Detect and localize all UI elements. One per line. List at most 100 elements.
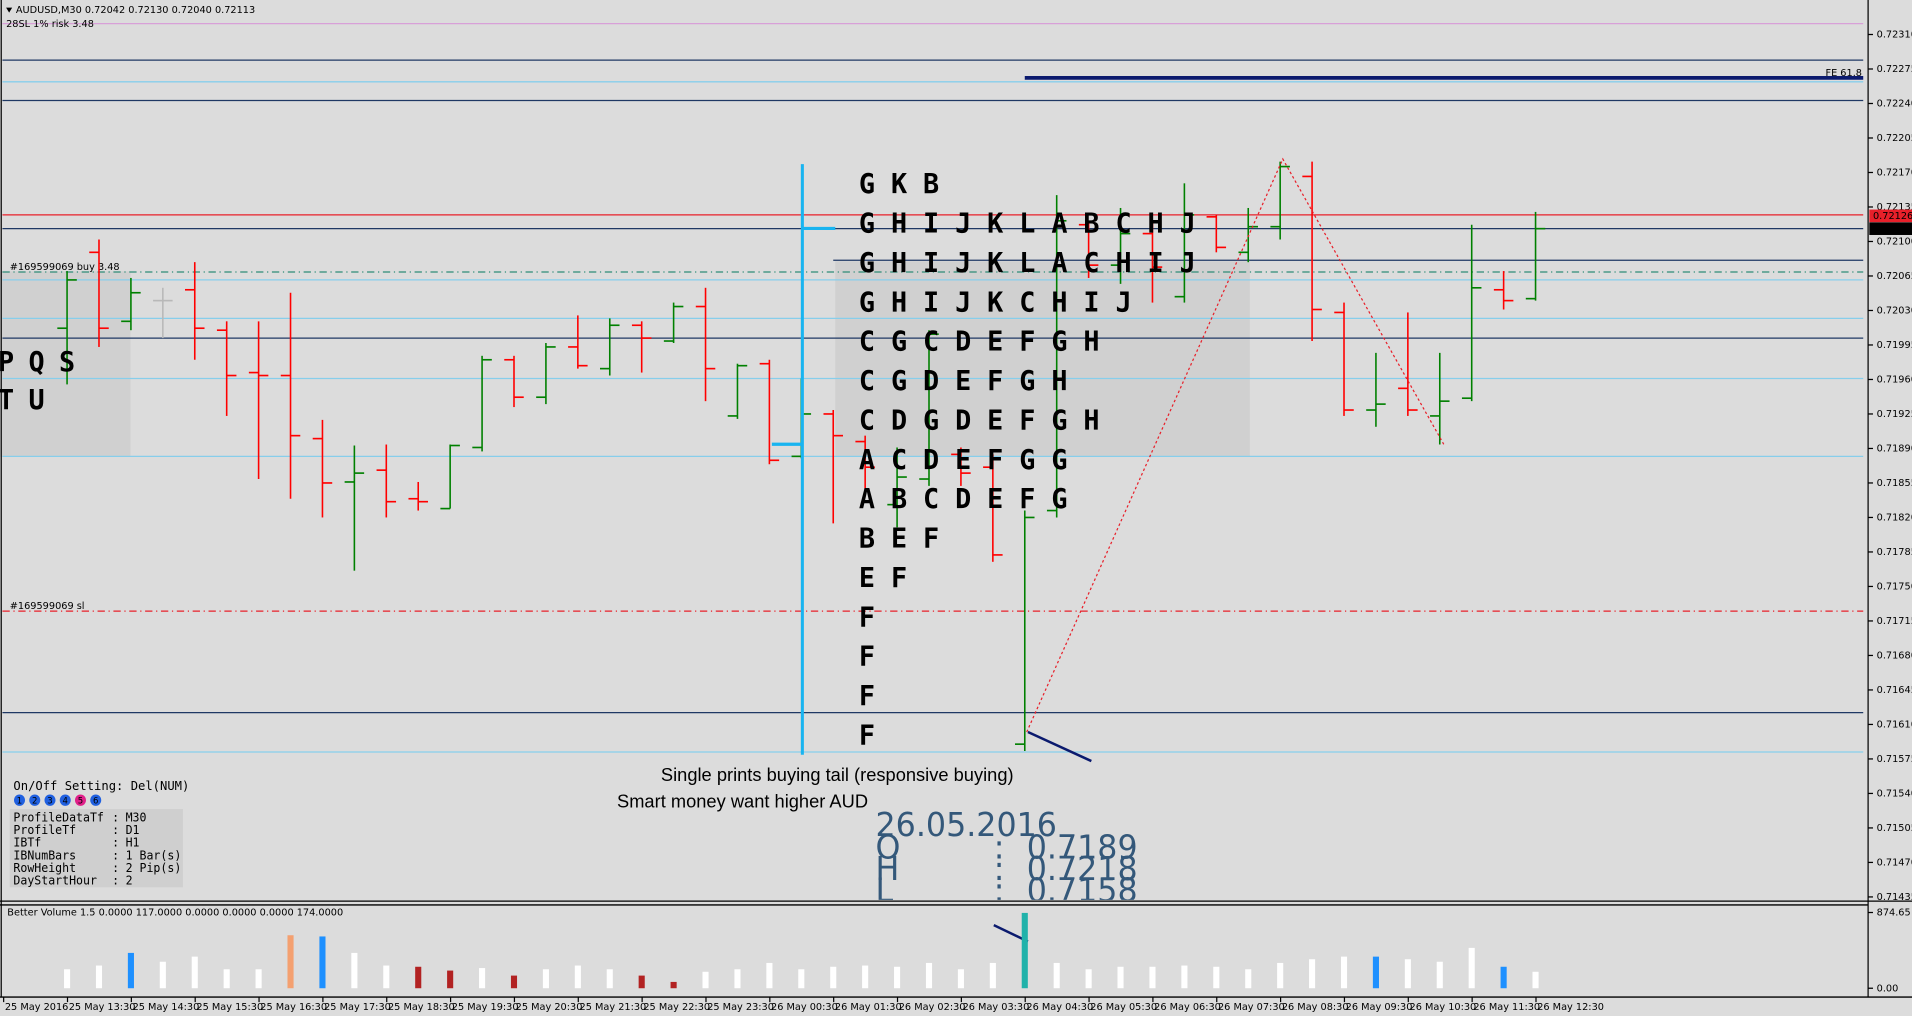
profile-letter: H	[1051, 366, 1067, 398]
time-label: 25 May 19:30	[452, 1002, 519, 1013]
profile-letter: I	[1083, 287, 1099, 319]
time-label: 25 May 17:30	[324, 1002, 391, 1013]
collapse-arrow[interactable]	[6, 7, 13, 13]
setting-value: D1	[126, 823, 140, 837]
volume-bar	[351, 952, 358, 989]
profile-letter: D	[891, 405, 907, 437]
profile-letter: H	[1083, 405, 1099, 437]
toggle-button[interactable]: 4	[59, 794, 71, 806]
volume-bar	[510, 975, 518, 989]
volume-bar	[574, 965, 581, 989]
time-label: 26 May 03:30	[963, 1002, 1030, 1013]
price-tag-box	[1869, 222, 1912, 235]
profile-letter: C	[923, 326, 939, 358]
volume-bar	[415, 966, 422, 989]
profile-letter: C	[859, 366, 875, 398]
time-label: 26 May 12:30	[1537, 1002, 1604, 1013]
volume-bar	[638, 975, 645, 989]
y-tick-label: 0.72135	[1877, 202, 1912, 213]
profile-letter: G	[1019, 366, 1035, 398]
profile-letter: G	[891, 326, 907, 358]
level-label: #169599069 sl	[10, 601, 85, 612]
day-value: 0.7158	[1027, 871, 1138, 910]
profile-letter: B	[923, 169, 939, 201]
volume-bar	[223, 969, 230, 989]
y-tick-label: 0.71855	[1877, 478, 1912, 489]
y-tick-label: 0.71505	[1877, 823, 1912, 834]
settings-panel	[9, 809, 183, 888]
profile-letter: J	[1180, 248, 1196, 280]
volume-bar	[1181, 965, 1188, 989]
setting-value: H1	[126, 835, 140, 849]
profile-letter: G	[1051, 484, 1067, 516]
profile-letter: G	[923, 405, 939, 437]
levels: FE 61.8 #169599069 buy 3.48 #169599069 sl	[2, 23, 1864, 753]
day-key: L	[876, 871, 894, 910]
profile-letter: L	[1019, 208, 1035, 240]
volume-bar	[542, 969, 549, 989]
volume-bar	[1340, 956, 1348, 989]
toggle-button[interactable]: 6	[90, 794, 102, 806]
profile-letter: G	[1051, 326, 1067, 358]
symbol-info: AUDUSD,M30 0.72042 0.72130 0.72040 0.721…	[16, 5, 255, 16]
volume-bar	[1149, 966, 1156, 989]
profile-letter: J	[955, 248, 971, 280]
volume-bar	[894, 966, 901, 989]
time-label: 25 May 18:30	[388, 1002, 455, 1013]
risk-info: 28SL 1% risk 3.48	[6, 19, 94, 30]
setting-key: DayStartHour	[13, 873, 97, 887]
volume-bar	[191, 956, 198, 989]
volume-bar	[1117, 966, 1124, 989]
volume-bar	[734, 969, 741, 989]
y-tick-label: 0.71435	[1877, 892, 1912, 903]
toggle-button[interactable]: 3	[44, 794, 56, 806]
time-label: 26 May 10:30	[1410, 1002, 1477, 1013]
volume-bar	[447, 970, 454, 989]
profile-letter: I	[923, 287, 939, 319]
profile-letter: E	[987, 326, 1003, 358]
volume-bar	[1277, 962, 1284, 989]
toggle-circle	[14, 794, 25, 806]
profile-letter: F	[859, 602, 875, 634]
time-label: 25 May 14:30	[133, 1002, 200, 1013]
level-label: FE 61.8	[1825, 68, 1862, 79]
toggle-button[interactable]: 1	[14, 794, 25, 806]
profile-letter: C	[1083, 248, 1099, 280]
profile-letter: C	[923, 484, 939, 516]
profile-letter: H	[891, 248, 907, 280]
time-label: 26 May 00:30	[771, 1002, 838, 1013]
price-tag: 0.72113	[1873, 224, 1912, 235]
toggle-button[interactable]: 2	[29, 794, 41, 806]
volume-bar	[670, 981, 677, 989]
profile-letter: K	[987, 248, 1004, 280]
value-area-shade	[835, 261, 1250, 457]
trend-line	[1027, 730, 1092, 763]
day-sep: :	[994, 828, 1005, 867]
toggle-button[interactable]: 5	[74, 794, 86, 806]
volume-bar	[1532, 971, 1539, 989]
toggle-label: 1	[17, 796, 22, 806]
profile-letter: Q	[29, 347, 45, 379]
setting-key: IBNumBars	[13, 848, 76, 862]
profile-letter: L	[1019, 248, 1035, 280]
profile-letter: E	[955, 444, 971, 476]
value-area-shade	[0, 271, 131, 457]
volume-bar	[766, 962, 773, 989]
profile-letter: C	[1115, 208, 1131, 240]
profile-letter: J	[955, 208, 971, 240]
profile-letter: H	[891, 287, 907, 319]
setting-key: ProfileDataTf	[13, 810, 103, 824]
profile-letter: B	[891, 484, 907, 516]
profile-letter: G	[859, 169, 875, 201]
time-label: 25 May 2016	[5, 1002, 68, 1013]
volume-bar	[1468, 947, 1475, 989]
time-label: 25 May 23:30	[707, 1002, 774, 1013]
profile-letter: F	[859, 641, 875, 673]
